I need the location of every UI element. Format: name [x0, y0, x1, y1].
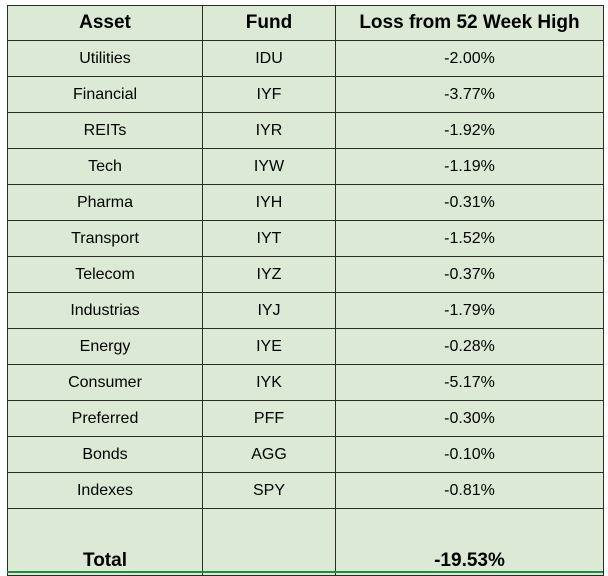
cell-asset[interactable]: Energy [7, 328, 203, 365]
cell-loss[interactable]: -0.37% [335, 256, 604, 293]
cell-asset[interactable]: Indexes [7, 472, 203, 509]
table-row: Consumer IYK -5.17% [7, 364, 604, 401]
cell-fund[interactable]: IYR [202, 112, 336, 149]
table-row: Telecom IYZ -0.37% [7, 256, 604, 293]
cell-loss[interactable]: -0.28% [335, 328, 604, 365]
cell-loss[interactable]: -5.17% [335, 364, 604, 401]
cell-fund[interactable]: IYH [202, 184, 336, 221]
total-loss[interactable]: -19.53% [335, 508, 604, 576]
cell-fund[interactable]: IYW [202, 148, 336, 185]
cell-asset[interactable]: Tech [7, 148, 203, 185]
table-row: Indexes SPY -0.81% [7, 472, 604, 509]
cell-loss[interactable]: -3.77% [335, 76, 604, 113]
table-row: Utilities IDU -2.00% [7, 40, 604, 77]
cell-asset[interactable]: Preferred [7, 400, 203, 437]
cell-asset[interactable]: Bonds [7, 436, 203, 473]
cell-fund[interactable]: IYJ [202, 292, 336, 329]
cell-loss[interactable]: -1.92% [335, 112, 604, 149]
table-row: Bonds AGG -0.10% [7, 436, 604, 473]
cell-loss[interactable]: -0.31% [335, 184, 604, 221]
cell-fund[interactable]: IDU [202, 40, 336, 77]
cell-loss[interactable]: -2.00% [335, 40, 604, 77]
cell-loss[interactable]: -1.79% [335, 292, 604, 329]
cell-asset[interactable]: Transport [7, 220, 203, 257]
cell-asset[interactable]: Utilities [7, 40, 203, 77]
table-row: Tech IYW -1.19% [7, 148, 604, 185]
header-fund[interactable]: Fund [202, 5, 336, 41]
cell-loss[interactable]: -0.81% [335, 472, 604, 509]
table-row: REITs IYR -1.92% [7, 112, 604, 149]
table-row: Pharma IYH -0.31% [7, 184, 604, 221]
cell-asset[interactable]: Pharma [7, 184, 203, 221]
selection-underline [7, 571, 603, 573]
table-row: Financial IYF -3.77% [7, 76, 604, 113]
header-row: Asset Fund Loss from 52 Week High [7, 5, 604, 41]
cell-asset[interactable]: Telecom [7, 256, 203, 293]
cell-fund[interactable]: IYE [202, 328, 336, 365]
table-body: Utilities IDU -2.00% Financial IYF -3.77% REIT… [7, 40, 604, 576]
total-label[interactable]: Total [7, 508, 203, 576]
cell-loss[interactable]: -1.52% [335, 220, 604, 257]
header-loss[interactable]: Loss from 52 Week High [335, 5, 604, 41]
cell-loss[interactable]: -0.10% [335, 436, 604, 473]
table-row: Transport IYT -1.52% [7, 220, 604, 257]
loss-table: Asset Fund Loss from 52 Week High Utilit… [7, 5, 604, 576]
cell-loss[interactable]: -0.30% [335, 400, 604, 437]
header-asset[interactable]: Asset [7, 5, 203, 41]
cell-asset[interactable]: REITs [7, 112, 203, 149]
table-row: Energy IYE -0.28% [7, 328, 604, 365]
cell-asset[interactable]: Consumer [7, 364, 203, 401]
cell-asset[interactable]: Industrias [7, 292, 203, 329]
total-fund-cell[interactable] [202, 508, 336, 576]
cell-fund[interactable]: SPY [202, 472, 336, 509]
cell-fund[interactable]: AGG [202, 436, 336, 473]
table-row: Industrias IYJ -1.79% [7, 292, 604, 329]
cell-asset[interactable]: Financial [7, 76, 203, 113]
cell-fund[interactable]: PFF [202, 400, 336, 437]
total-row: Total -19.53% [7, 508, 604, 576]
cell-fund[interactable]: IYT [202, 220, 336, 257]
cell-fund[interactable]: IYK [202, 364, 336, 401]
cell-loss[interactable]: -1.19% [335, 148, 604, 185]
table-row: Preferred PFF -0.30% [7, 400, 604, 437]
cell-fund[interactable]: IYF [202, 76, 336, 113]
cell-fund[interactable]: IYZ [202, 256, 336, 293]
